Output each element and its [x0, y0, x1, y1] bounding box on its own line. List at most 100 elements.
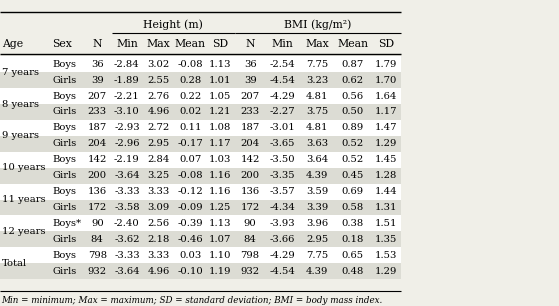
- Text: Mean: Mean: [337, 39, 368, 49]
- Text: 3.25: 3.25: [148, 171, 169, 180]
- Text: 0.03: 0.03: [179, 251, 201, 260]
- Bar: [0, 120, 401, 136]
- Text: 932: 932: [88, 267, 107, 276]
- Text: 1.29: 1.29: [375, 267, 397, 276]
- Text: 2.56: 2.56: [148, 219, 169, 228]
- Bar: [0, 56, 401, 72]
- Text: 2.76: 2.76: [148, 91, 169, 101]
- Text: -3.65: -3.65: [269, 139, 295, 148]
- Text: 0.62: 0.62: [342, 76, 364, 85]
- Text: 2.72: 2.72: [148, 123, 169, 132]
- Text: 2.55: 2.55: [148, 76, 169, 85]
- Text: 4.96: 4.96: [148, 107, 169, 117]
- Text: -2.93: -2.93: [114, 123, 140, 132]
- Text: 39: 39: [244, 76, 257, 85]
- Text: -0.17: -0.17: [177, 139, 203, 148]
- Text: -4.34: -4.34: [269, 203, 295, 212]
- Text: Height (m): Height (m): [143, 19, 203, 30]
- Text: -4.54: -4.54: [269, 267, 295, 276]
- Bar: [0, 104, 401, 120]
- Text: -3.33: -3.33: [114, 187, 140, 196]
- Text: SD: SD: [212, 39, 228, 49]
- Text: 3.33: 3.33: [148, 187, 169, 196]
- Text: Sex: Sex: [53, 39, 73, 49]
- Text: 1.28: 1.28: [375, 171, 397, 180]
- Text: -2.27: -2.27: [269, 107, 295, 117]
- Text: Boys: Boys: [53, 187, 77, 196]
- Text: 204: 204: [240, 139, 260, 148]
- Text: 0.11: 0.11: [179, 123, 202, 132]
- Text: Max: Max: [146, 39, 170, 49]
- Text: 3.64: 3.64: [306, 155, 328, 164]
- Text: 142: 142: [240, 155, 260, 164]
- Bar: [0, 215, 401, 231]
- Text: 200: 200: [240, 171, 260, 180]
- Text: 207: 207: [240, 91, 260, 101]
- Text: Boys: Boys: [53, 155, 77, 164]
- Text: Age: Age: [2, 39, 23, 49]
- Text: 4.81: 4.81: [306, 91, 329, 101]
- Text: 36: 36: [244, 60, 257, 69]
- Text: 3.33: 3.33: [148, 251, 169, 260]
- Text: 1.16: 1.16: [209, 171, 231, 180]
- Text: 1.05: 1.05: [209, 91, 231, 101]
- Text: 233: 233: [88, 107, 107, 117]
- Text: Girls: Girls: [53, 267, 77, 276]
- Bar: [0, 152, 401, 168]
- Text: 3.63: 3.63: [306, 139, 328, 148]
- Text: 11 years: 11 years: [2, 195, 46, 204]
- Text: 2.18: 2.18: [147, 235, 170, 244]
- Text: 0.22: 0.22: [179, 91, 201, 101]
- Text: Girls: Girls: [53, 171, 77, 180]
- Text: 0.56: 0.56: [342, 91, 364, 101]
- Text: Girls: Girls: [53, 235, 77, 244]
- Text: 1.17: 1.17: [209, 139, 231, 148]
- Text: 0.50: 0.50: [342, 107, 364, 117]
- Text: 1.47: 1.47: [375, 123, 397, 132]
- Text: Min = minimum; Max = maximum; SD = standard deviation; BMI = body mass index.: Min = minimum; Max = maximum; SD = stand…: [1, 296, 382, 305]
- Text: 136: 136: [240, 187, 260, 196]
- Text: 0.58: 0.58: [342, 203, 364, 212]
- Text: 207: 207: [88, 91, 107, 101]
- Text: 3.96: 3.96: [306, 219, 328, 228]
- Text: 90: 90: [91, 219, 103, 228]
- Text: 3.75: 3.75: [306, 107, 328, 117]
- Text: -0.10: -0.10: [177, 267, 203, 276]
- Text: Girls: Girls: [53, 76, 77, 85]
- Text: -3.64: -3.64: [114, 171, 140, 180]
- Text: -0.12: -0.12: [177, 187, 203, 196]
- Text: 10 years: 10 years: [2, 163, 46, 172]
- Text: 798: 798: [240, 251, 260, 260]
- Text: 142: 142: [88, 155, 107, 164]
- Text: N: N: [93, 39, 102, 49]
- Text: 3.09: 3.09: [148, 203, 169, 212]
- Text: 1.21: 1.21: [209, 107, 231, 117]
- Text: 204: 204: [88, 139, 107, 148]
- Text: 4.81: 4.81: [306, 123, 329, 132]
- Text: -0.46: -0.46: [178, 235, 203, 244]
- Text: 1.25: 1.25: [209, 203, 231, 212]
- Text: 187: 187: [88, 123, 107, 132]
- Text: 0.87: 0.87: [342, 60, 364, 69]
- Text: 1.29: 1.29: [375, 139, 397, 148]
- Text: Boys*: Boys*: [53, 219, 82, 228]
- Text: 1.35: 1.35: [375, 235, 397, 244]
- Text: -4.54: -4.54: [269, 76, 295, 85]
- Text: 39: 39: [91, 76, 103, 85]
- Text: Boys: Boys: [53, 91, 77, 101]
- Text: 2.95: 2.95: [306, 235, 328, 244]
- Text: 4.96: 4.96: [148, 267, 169, 276]
- Text: 3.39: 3.39: [306, 203, 328, 212]
- Text: -3.66: -3.66: [269, 235, 295, 244]
- Text: Boys: Boys: [53, 60, 77, 69]
- Text: 1.44: 1.44: [375, 187, 397, 196]
- Text: Boys: Boys: [53, 251, 77, 260]
- Text: 932: 932: [240, 267, 260, 276]
- Text: -3.57: -3.57: [269, 187, 295, 196]
- Text: -2.96: -2.96: [114, 139, 140, 148]
- Text: 36: 36: [91, 60, 103, 69]
- Text: 1.31: 1.31: [375, 203, 397, 212]
- Text: 7.75: 7.75: [306, 60, 328, 69]
- Text: 84: 84: [244, 235, 257, 244]
- Text: 1.07: 1.07: [209, 235, 231, 244]
